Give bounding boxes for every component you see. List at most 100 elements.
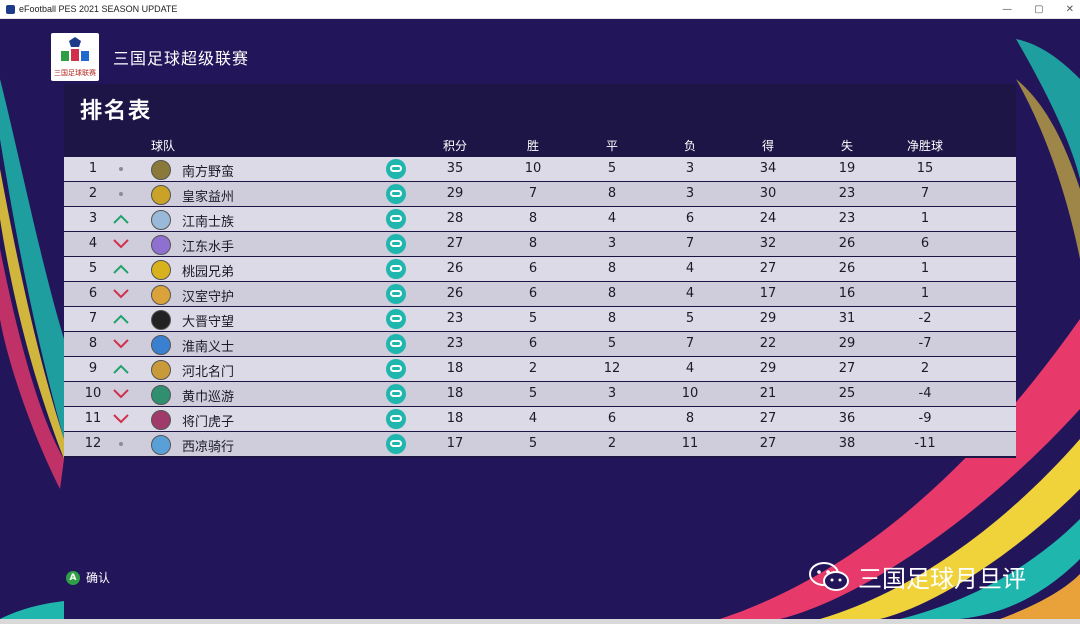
stat-ga: 26 bbox=[838, 261, 856, 276]
table-row[interactable]: 7 大晋守望 23 5 8 5 29 31 -2 bbox=[64, 307, 1016, 331]
team-crest-icon bbox=[151, 285, 171, 305]
team-name: 江南士族 bbox=[182, 215, 235, 230]
header-team: 球队 bbox=[151, 139, 176, 153]
stat-lost: 3 bbox=[685, 186, 695, 201]
team-crest-icon bbox=[151, 335, 171, 355]
stat-gd: -11 bbox=[914, 436, 936, 451]
stat-lost: 8 bbox=[685, 411, 695, 426]
stat-drawn: 8 bbox=[607, 186, 617, 201]
trend-down-icon bbox=[113, 339, 129, 349]
rank-cell: 12 bbox=[84, 436, 102, 451]
window-titlebar: eFootball PES 2021 SEASON UPDATE — ▢ ✕ bbox=[0, 0, 1080, 19]
a-button-icon: A bbox=[66, 570, 80, 585]
stat-gf: 32 bbox=[759, 236, 777, 251]
rank-cell: 11 bbox=[84, 411, 102, 426]
stat-won: 6 bbox=[528, 336, 538, 351]
stat-gf: 21 bbox=[759, 386, 777, 401]
table-row[interactable]: 10 黄巾巡游 18 5 3 10 21 25 -4 bbox=[64, 382, 1016, 406]
controller-icon bbox=[386, 184, 406, 204]
controller-icon bbox=[386, 259, 406, 279]
rank-cell: 10 bbox=[84, 386, 102, 401]
stat-won: 10 bbox=[524, 161, 542, 176]
table-row[interactable]: 6 汉室守护 26 6 8 4 17 16 1 bbox=[64, 282, 1016, 306]
header-won: 胜 bbox=[526, 139, 539, 153]
confirm-control[interactable]: A 确认 bbox=[66, 569, 110, 586]
team-name: 江东水手 bbox=[182, 240, 235, 255]
table-row[interactable]: 1 南方野蛮 35 10 5 3 34 19 15 bbox=[64, 157, 1016, 181]
stat-points: 17 bbox=[446, 436, 464, 451]
close-icon[interactable]: ✕ bbox=[1065, 3, 1074, 15]
taskbar bbox=[0, 619, 1080, 624]
stat-points: 18 bbox=[446, 361, 464, 376]
stat-lost: 4 bbox=[685, 286, 695, 301]
trend-up-icon bbox=[113, 364, 129, 374]
trend-same-icon bbox=[119, 192, 123, 196]
header-goal-difference: 净胜球 bbox=[906, 139, 943, 153]
team-crest-icon bbox=[151, 310, 171, 330]
maximize-icon[interactable]: ▢ bbox=[1034, 3, 1044, 15]
trend-same-icon bbox=[119, 442, 123, 446]
table-header: 球队 积分 胜 平 负 得 失 净胜球 bbox=[64, 134, 1016, 156]
controller-icon bbox=[386, 234, 406, 254]
stat-points: 23 bbox=[446, 311, 464, 326]
table-row[interactable]: 2 皇家益州 29 7 8 3 30 23 7 bbox=[64, 182, 1016, 206]
stat-gd: 2 bbox=[920, 361, 930, 376]
team-name: 大晋守望 bbox=[182, 315, 235, 330]
panel-title: 排名表 bbox=[80, 99, 153, 124]
stat-drawn: 8 bbox=[607, 261, 617, 276]
controller-icon bbox=[386, 309, 406, 329]
trend-up-icon bbox=[113, 214, 129, 224]
table-row[interactable]: 5 桃园兄弟 26 6 8 4 27 26 1 bbox=[64, 257, 1016, 281]
team-name: 西凉骑行 bbox=[182, 440, 235, 455]
rank-cell: 1 bbox=[88, 161, 98, 176]
table-row[interactable]: 3 江南士族 28 8 4 6 24 23 1 bbox=[64, 207, 1016, 231]
stat-drawn: 4 bbox=[607, 211, 617, 226]
table-row[interactable]: 8 淮南义士 23 6 5 7 22 29 -7 bbox=[64, 332, 1016, 356]
team-crest-icon bbox=[151, 185, 171, 205]
stat-drawn: 8 bbox=[607, 311, 617, 326]
table-row[interactable]: 9 河北名门 18 2 12 4 29 27 2 bbox=[64, 357, 1016, 381]
controller-icon bbox=[386, 434, 406, 454]
table-row[interactable]: 11 将门虎子 18 4 6 8 27 36 -9 bbox=[64, 407, 1016, 431]
header-points: 积分 bbox=[442, 139, 467, 153]
stat-points: 27 bbox=[446, 236, 464, 251]
controller-icon bbox=[386, 209, 406, 229]
league-logo-text: 三国足球联赛 bbox=[54, 69, 96, 77]
team-crest-icon bbox=[151, 435, 171, 455]
watermark-text: 三国足球月旦评 bbox=[858, 565, 1026, 593]
stat-lost: 4 bbox=[685, 361, 695, 376]
trend-down-icon bbox=[113, 289, 129, 299]
stat-gd: -7 bbox=[918, 336, 932, 351]
rank-cell: 3 bbox=[88, 211, 98, 226]
minimize-icon[interactable]: — bbox=[1002, 3, 1013, 15]
team-name: 南方野蛮 bbox=[182, 165, 235, 180]
stat-gf: 27 bbox=[759, 261, 777, 276]
team-name: 黄巾巡游 bbox=[182, 390, 235, 405]
header-lost: 负 bbox=[683, 139, 696, 153]
stat-drawn: 6 bbox=[607, 411, 617, 426]
controller-icon bbox=[386, 334, 406, 354]
stat-points: 26 bbox=[446, 261, 464, 276]
stat-ga: 38 bbox=[838, 436, 856, 451]
team-name: 将门虎子 bbox=[182, 415, 235, 430]
stat-ga: 26 bbox=[838, 236, 856, 251]
stat-gd: 1 bbox=[920, 261, 930, 276]
stat-gd: 6 bbox=[920, 236, 930, 251]
team-crest-icon bbox=[151, 210, 171, 230]
stat-lost: 5 bbox=[685, 311, 695, 326]
team-crest-icon bbox=[151, 260, 171, 280]
team-name: 汉室守护 bbox=[182, 290, 235, 305]
stat-gf: 27 bbox=[759, 411, 777, 426]
team-crest-icon bbox=[151, 360, 171, 380]
header-drawn: 平 bbox=[605, 139, 618, 153]
controller-icon bbox=[386, 159, 406, 179]
controller-icon bbox=[386, 284, 406, 304]
watermark: 三国足球月旦评 bbox=[808, 559, 1026, 594]
stat-ga: 23 bbox=[838, 211, 856, 226]
controller-icon bbox=[386, 409, 406, 429]
table-row[interactable]: 4 江东水手 27 8 3 7 32 26 6 bbox=[64, 232, 1016, 256]
table-row[interactable]: 12 西凉骑行 17 5 2 11 27 38 -11 bbox=[64, 432, 1016, 456]
background-decoration bbox=[0, 39, 1080, 619]
stat-won: 6 bbox=[528, 261, 538, 276]
stat-won: 5 bbox=[528, 311, 538, 326]
